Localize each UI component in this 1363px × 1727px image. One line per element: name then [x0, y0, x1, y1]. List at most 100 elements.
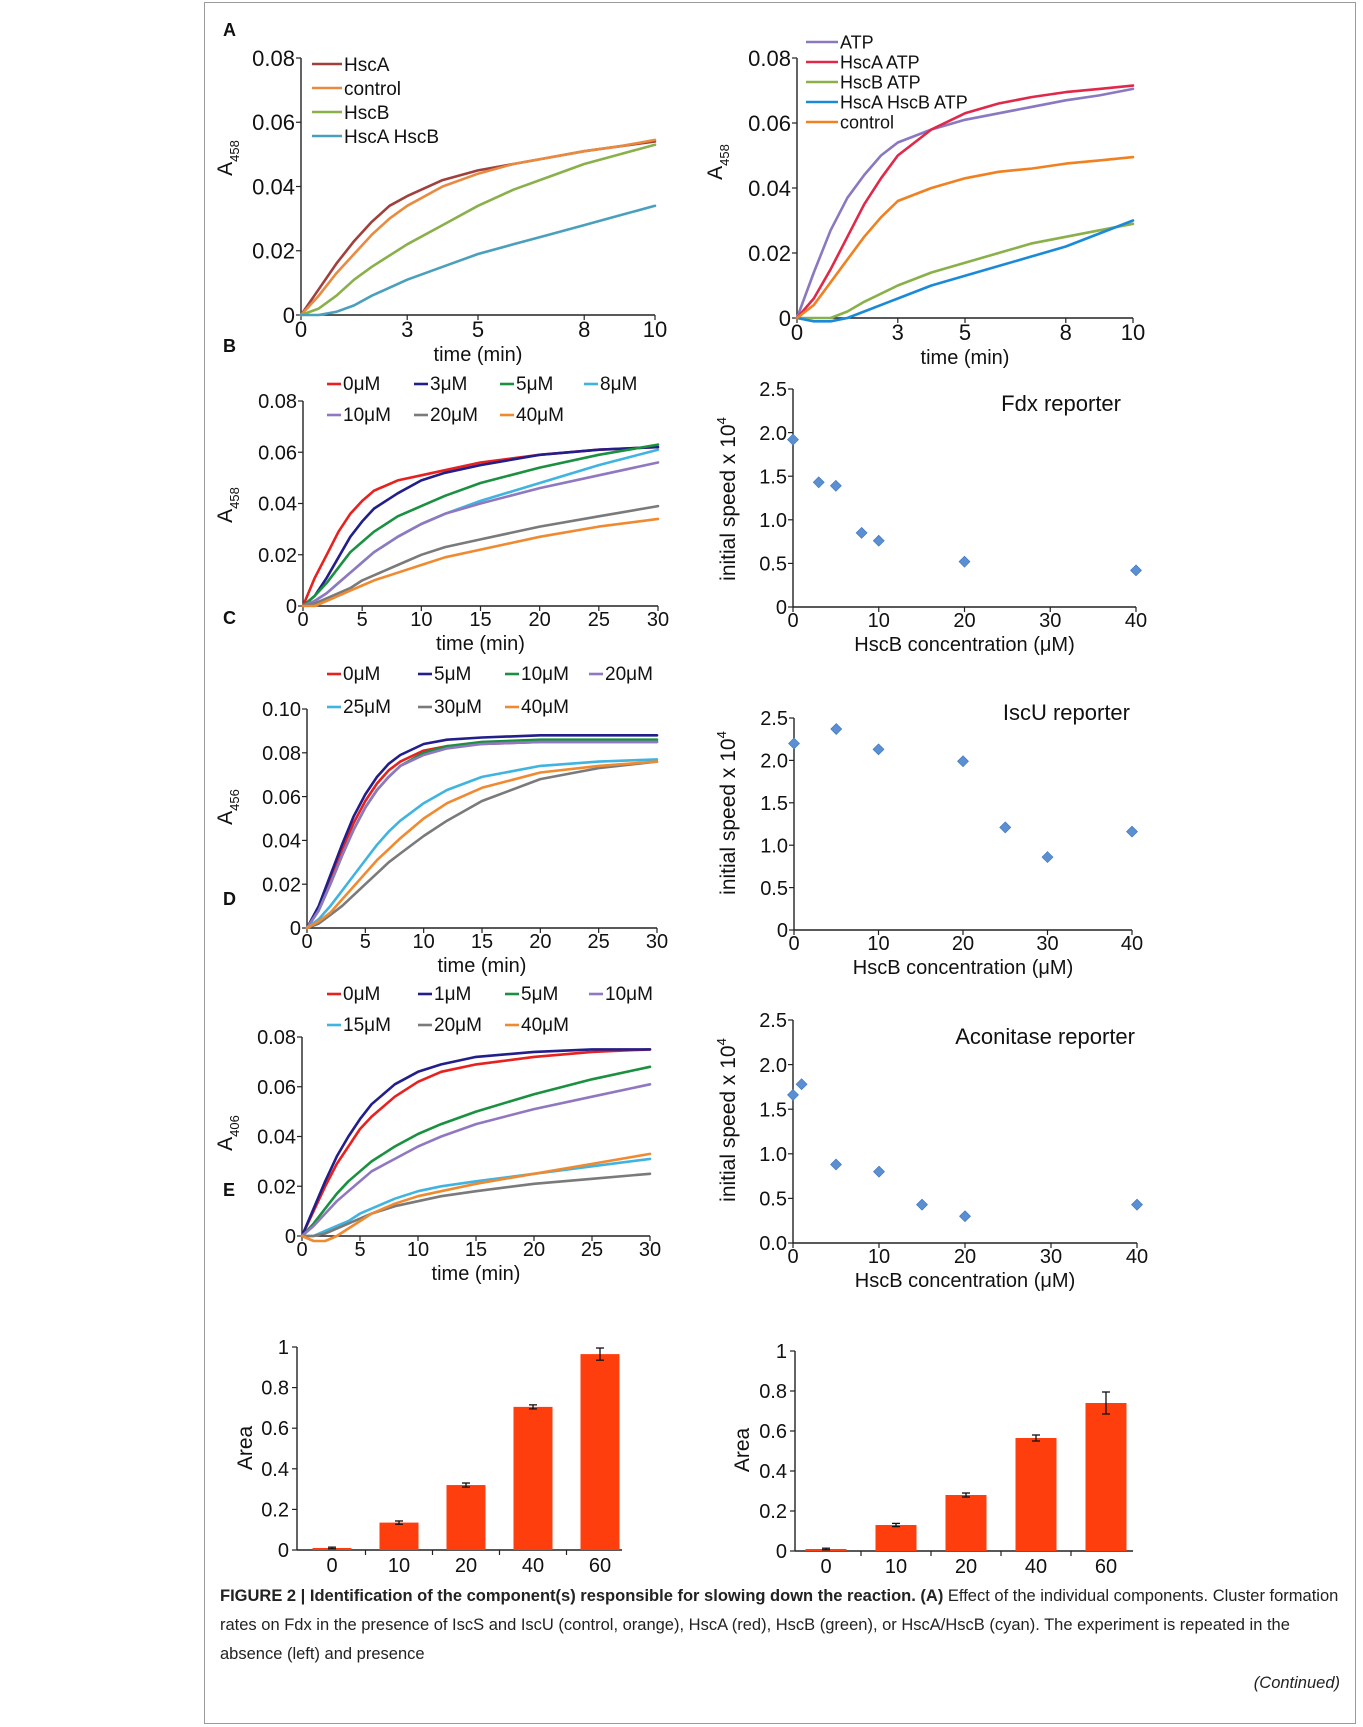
d-right-annotation: Aconitase reporter: [955, 1024, 1135, 1049]
c-right-y-label-main: initial speed x 10: [717, 738, 740, 894]
figure-caption: FIGURE 2 | Identification of the compone…: [220, 1582, 1340, 1698]
b-right-xtick-label: 0: [787, 610, 798, 632]
c-right-ytick-label: 0: [777, 920, 788, 942]
c-left-legend-label: 30μM: [434, 697, 482, 718]
d-left-y-label-main: A: [214, 1137, 237, 1151]
chart-e-right: 00.20.40.60.81010204060time (min)Area: [731, 1341, 1133, 1575]
e-left-y-axis-label: Area: [234, 1426, 257, 1471]
d-left-ytick-label: 0.08: [257, 1027, 296, 1049]
b-left-legend-label: 10μM: [343, 405, 391, 426]
b-right-data-point: [855, 526, 868, 539]
e-right-ytick-label: 0.6: [759, 1421, 787, 1443]
a-right-y-axis-label: A458: [704, 144, 732, 180]
e-right-xtick-label: 60: [1095, 1556, 1117, 1575]
e-right-ytick-label: 0: [776, 1541, 787, 1563]
a-right-xtick-label: 3: [892, 320, 904, 345]
d-left-ytick-label: 0: [285, 1226, 296, 1248]
d-right-data-point: [959, 1210, 971, 1223]
d-right-xtick-label: 0: [787, 1246, 798, 1268]
a-left-xtick-label: 3: [401, 317, 413, 342]
b-left-ytick-label: 0.02: [258, 545, 297, 567]
e-left-ytick-label: 0.6: [261, 1418, 289, 1440]
c-right-ytick-label: 2.0: [760, 751, 788, 773]
e-right-xtick-label: 10: [885, 1556, 907, 1575]
d-right-data-point: [916, 1198, 928, 1211]
c-left-xtick-label: 10: [413, 931, 435, 953]
a-right-legend-label: ATP: [840, 32, 874, 52]
c-left-series-line-3: [305, 740, 659, 930]
e-right-bar: [945, 1495, 987, 1551]
c-left-ytick-label: 0.06: [262, 787, 301, 809]
b-left-series-line-4: [301, 461, 660, 608]
d-right-data-point: [1131, 1198, 1143, 1211]
b-right-xtick-label: 40: [1125, 610, 1147, 632]
b-left-xtick-label: 5: [357, 609, 368, 631]
b-left-legend-label: 3μM: [430, 374, 467, 395]
d-right-xtick-label: 10: [868, 1246, 890, 1268]
panel-letter-a: A: [223, 20, 236, 40]
a-right-ytick-label: 0.08: [748, 46, 791, 71]
chart-e-left: 00.20.40.60.81010204060time (min)Area: [234, 1337, 622, 1575]
d-right-ytick-label: 2.0: [759, 1055, 787, 1077]
c-left-xtick-label: 5: [360, 931, 371, 953]
a-left-legend-label: control: [344, 79, 401, 100]
d-right-y-axis-label: initial speed x 104: [714, 1038, 740, 1202]
d-left-ytick-label: 0.02: [257, 1176, 296, 1198]
c-right-data-point: [999, 821, 1012, 834]
b-right-data-point: [812, 476, 825, 489]
e-left-bar: [446, 1485, 486, 1550]
c-right-x-axis-label: HscB concentration (μM): [853, 957, 1073, 979]
chart-d-left: 0 5 10 15 20 25 30 0 0.02 0.04 0.06 0.08 time (min) A…: [214, 984, 661, 1285]
c-right-data-point: [872, 743, 885, 756]
d-right-xtick-label: 20: [954, 1246, 976, 1268]
c-left-xtick-label: 20: [529, 931, 551, 953]
c-left-series-line-1: [305, 733, 659, 930]
a-left-ytick-label: 0.04: [252, 174, 295, 199]
chart-b-right: 0 10 20 30 40 0 0.5 1.0 1.5 2.0 2.5 HscB concentrat…: [714, 379, 1147, 656]
a-right-legend-label: HscA HscB ATP: [840, 92, 968, 112]
c-left-legend-label: 5μM: [434, 664, 471, 685]
panel-letter-c: C: [223, 608, 236, 628]
d-right-data-point: [787, 1089, 799, 1101]
a-left-y-label-main: A: [214, 162, 237, 176]
b-left-ytick-label: 0.04: [258, 494, 297, 516]
a-right-ytick-label: 0.06: [748, 111, 791, 136]
d-left-ytick-label: 0.04: [257, 1127, 296, 1149]
a-left-ytick-label: 0.06: [252, 110, 295, 135]
d-left-legend-label: 15μM: [343, 1015, 391, 1036]
b-left-series-line-2: [301, 443, 660, 608]
d-right-ytick-label: 1.5: [759, 1099, 787, 1121]
c-left-legend-label: 25μM: [343, 697, 391, 718]
d-left-x-axis-label: time (min): [432, 1263, 521, 1285]
c-right-ytick-label: 2.5: [760, 708, 788, 730]
b-left-y-axis-label: A458: [214, 487, 242, 523]
e-left-xtick-label: 40: [522, 1555, 544, 1575]
e-left-bar: [379, 1522, 419, 1550]
a-right-ytick-label: 0.04: [748, 176, 791, 201]
e-right-ytick-label: 0.4: [759, 1461, 787, 1483]
c-left-ytick-label: 0.10: [262, 699, 301, 721]
d-right-xtick-label: 30: [1040, 1246, 1062, 1268]
c-left-ytick-label: 0.02: [262, 874, 301, 896]
d-right-ytick-label: 0.0: [759, 1233, 787, 1255]
a-left-series-line-1: [299, 138, 657, 317]
a-right-y-label-main: A: [704, 166, 727, 180]
d-right-data-point: [795, 1078, 808, 1091]
c-left-xtick-label: 25: [588, 931, 610, 953]
a-right-x-axis-label: time (min): [921, 347, 1010, 369]
c-right-y-axis-label: initial speed x 104: [714, 731, 740, 895]
a-left-ytick-label: 0.08: [252, 46, 295, 71]
b-left-xtick-label: 20: [529, 609, 551, 631]
b-left-ytick-label: 0.08: [258, 391, 297, 413]
b-left-legend-label: 20μM: [430, 405, 478, 426]
b-right-data-point: [787, 433, 799, 446]
c-left-series-line-0: [305, 740, 659, 930]
b-right-xtick-label: 20: [953, 610, 975, 632]
chart-b-left: 0 5 10 15 20 25 30 0 0.02 0.04 0.06 0.08 time (min) A…: [214, 374, 669, 655]
b-left-legend-label: 5μM: [516, 374, 553, 395]
c-right-annotation: IscU reporter: [1003, 700, 1130, 725]
c-right-xtick-label: 0: [788, 933, 799, 955]
chart-c-left: 0 5 10 15 20 25 30 0 0.02 0.04 0.06 0.08 0.10 time (m…: [214, 664, 668, 977]
b-right-annotation: Fdx reporter: [1001, 391, 1121, 416]
